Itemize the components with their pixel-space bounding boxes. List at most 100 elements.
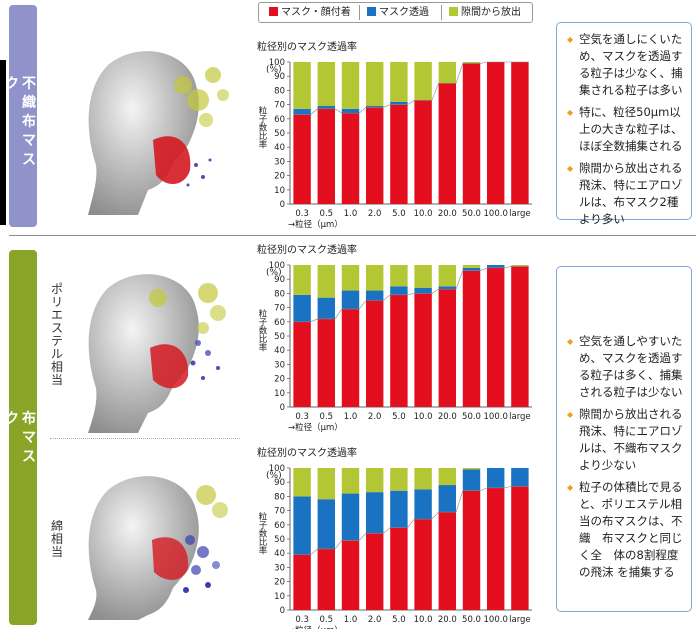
bar-segment [511,486,529,610]
transmitted-particles [186,158,212,187]
mask-particles [152,537,189,580]
bar-segment [365,107,384,204]
bar-segment [414,287,432,294]
head-shape [88,51,199,215]
x-tick-label: 0.5 [320,209,334,219]
x-tick-label: 20.0 [438,615,457,625]
note-box-cloth: 空気を通しやすいため、マスクを透過する粒子は多く、捕集される粒子は少ない 隙間か… [556,266,692,612]
bar-segment [390,101,408,105]
bar-segment [293,294,311,322]
bar-segment [341,309,360,407]
x-tick-label: 50.0 [462,209,481,219]
bar-chart-polyester: 粒径別のマスク透過率 (%) 粒子数比率 0 10 20 30 40 50 60 70 80 90 100… [257,243,532,433]
bar-segment [341,113,360,204]
head-illustration-polyester [88,274,226,433]
y-tick-label: 50 [274,535,285,545]
bar-segment [462,468,481,470]
bar-segment [438,265,457,287]
bar-segment [390,527,408,610]
x-axis-label: →粒径（μm） [288,625,343,629]
bar-segment [390,294,408,407]
bar-segment [341,108,360,114]
sub-label-cotton: 綿相当 [50,520,64,559]
y-tick-label: 30 [274,157,285,167]
legend-label: 隙間から放出 [461,7,521,18]
y-unit-label: (%) [266,65,282,75]
bar-segment [414,265,432,288]
bar-segment [341,265,360,291]
escape-particles [196,485,228,518]
y-tick-label: 10 [274,389,285,399]
bar-segment [317,108,336,204]
x-tick-label: 0.3 [295,615,309,625]
bar-segment [341,468,360,494]
subsection-divider [50,438,240,439]
tab-char: マ [22,430,36,446]
y-tick-label: 10 [274,186,285,196]
x-tick-label: 100.0 [484,412,508,422]
bar-segment [486,267,505,407]
chart-title: 粒径別のマスク透過率 [257,243,357,256]
legend-separator [359,5,360,20]
x-tick-label: large [509,615,531,625]
bar-segment [462,490,481,610]
bar-segment [438,468,457,486]
note-item: 粒子の体積比で見ると、ポリエステル相当の布マスクは、不織 布マスクと同じく全 体… [567,479,685,581]
bar-segment [390,265,408,287]
head-shape [88,476,199,620]
sub-label-text: 綿相当 [50,519,63,559]
bar-segment [438,83,457,204]
bar-segment [486,487,505,610]
y-unit-label: (%) [266,268,282,278]
bar-segment [317,106,336,109]
tab-char: 布 [22,411,36,427]
mask-particles [150,344,189,389]
x-tick-label: 5.0 [392,412,406,422]
bar-segment [414,100,432,204]
bar-segment [293,468,311,497]
bar-segment [414,519,432,610]
note-list: 空気を通しにくいため、マスクを透過する粒子は少なく、捕集される粒子は多い 特に、… [557,23,691,237]
bar-segment [390,104,408,204]
x-tick-label: 2.0 [368,209,382,219]
y-tick-label: 30 [274,360,285,370]
tab-char: ク [5,411,19,427]
y-tick-label: 60 [274,318,285,328]
bar-segment [438,512,457,610]
y-tick-label: 60 [274,521,285,531]
transmitted-particles [190,340,220,380]
legend-swatch [367,7,376,16]
y-unit-label: (%) [266,471,282,481]
bar-segment [462,265,481,268]
sub-label-polyester: ポリエステル相当 [50,283,64,387]
y-tick-label: 70 [274,101,285,111]
bar-segment [365,265,384,291]
y-tick-label: 70 [274,304,285,314]
chart-title: 粒径別のマスク透過率 [257,446,357,459]
note-list: 空気を通しやすいため、マスクを透過する粒子は多く、捕集される粒子は少ない 隙間か… [557,267,691,590]
bar-segment [317,318,336,407]
x-tick-label: 0.5 [320,615,334,625]
bar-segment [365,468,384,493]
head-illustration-nonwoven [88,51,229,215]
bar-segment [365,290,384,301]
x-tick-label: 5.0 [392,615,406,625]
bar-segment [438,286,457,290]
bar-segment [293,321,311,407]
bar-segment [511,266,529,407]
y-tick-label: 0 [280,403,285,413]
bar-segment [511,62,529,204]
bar-segment [365,62,384,107]
y-tick-label: 90 [274,478,285,488]
escape-particles [174,67,229,127]
x-tick-label: large [509,209,531,219]
section-divider [9,235,696,236]
x-tick-label: 20.0 [438,209,457,219]
bar-segment [341,62,360,109]
note-item: 隙間から放出される飛沫、特にエアロゾルは、布マスク2種より多い [567,160,685,228]
bar-segment [390,286,408,295]
x-axis-label: →粒径（μm） [288,219,343,230]
bar-segment [414,489,432,520]
x-tick-label: 0.3 [295,209,309,219]
note-item: 空気を通しやすいため、マスクを透過する粒子は多く、捕集される粒子は少ない [567,333,685,401]
